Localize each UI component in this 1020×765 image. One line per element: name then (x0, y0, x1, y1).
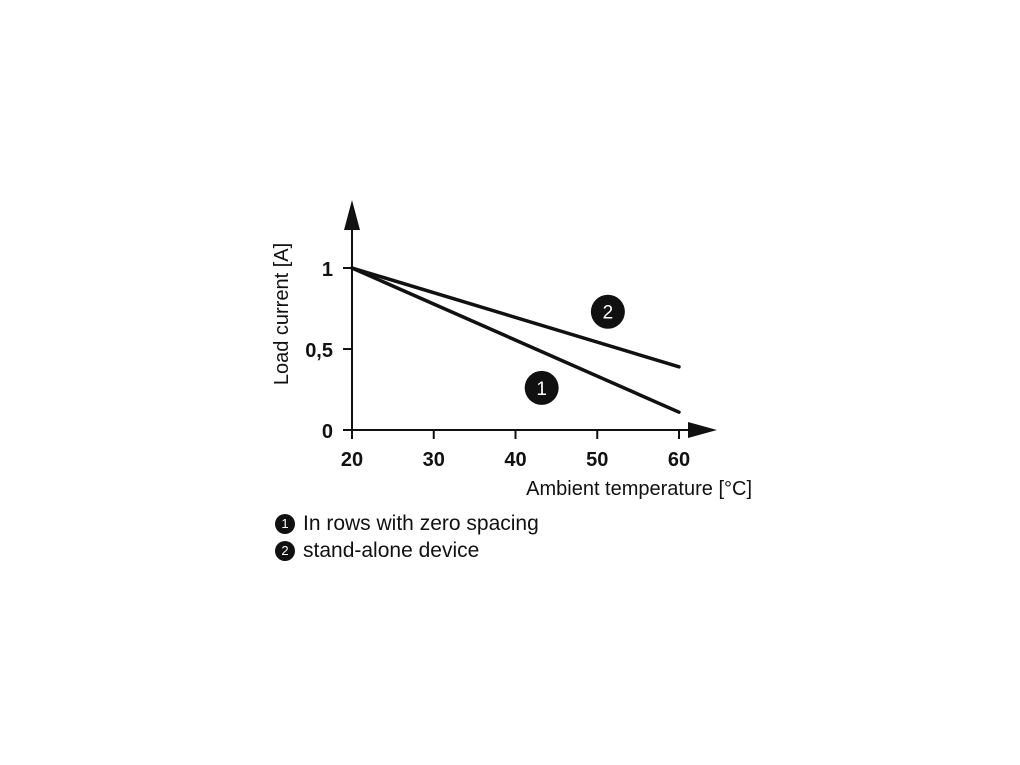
x-tick-label: 30 (423, 449, 445, 471)
series-marker-2 (590, 294, 625, 329)
series-group (350, 266, 681, 414)
series-marker-1 (524, 370, 559, 405)
y-tick-label: 1 (322, 259, 333, 281)
y-tick-label: 0,5 (305, 340, 333, 362)
legend-badge-1: 1 (275, 513, 295, 534)
legend-item-1: 1 In rows with zero spacing (275, 510, 539, 537)
legend-text-2: stand-alone device (303, 539, 480, 562)
legend: 1 In rows with zero spacing 2 stand-alon… (275, 510, 539, 564)
legend-item-2: 2 stand-alone device (275, 537, 539, 564)
legend-text-1: In rows with zero spacing (303, 512, 539, 535)
series-line-1 (350, 266, 681, 414)
x-axis-label: Ambient temperature [°C] (526, 478, 752, 500)
series-marker-label-2: 2 (603, 303, 614, 324)
axes (343, 200, 717, 439)
y-axis-label: Load current [A] (271, 243, 293, 385)
x-tick-label: 60 (668, 449, 690, 471)
y-tick-label: 0 (322, 421, 333, 443)
x-tick-label: 20 (341, 449, 363, 471)
x-tick-label: 40 (504, 449, 526, 471)
x-axis-arrow (688, 422, 717, 438)
legend-badge-2: 2 (275, 540, 295, 561)
tick-labels: 20 30 40 50 60 0 0,5 1 (305, 259, 690, 471)
x-tick-label: 50 (586, 449, 608, 471)
y-axis-arrow (344, 200, 360, 230)
series-marker-label-1: 1 (536, 379, 547, 400)
series-line-2 (350, 266, 681, 369)
series-markers: 12 (524, 294, 625, 405)
